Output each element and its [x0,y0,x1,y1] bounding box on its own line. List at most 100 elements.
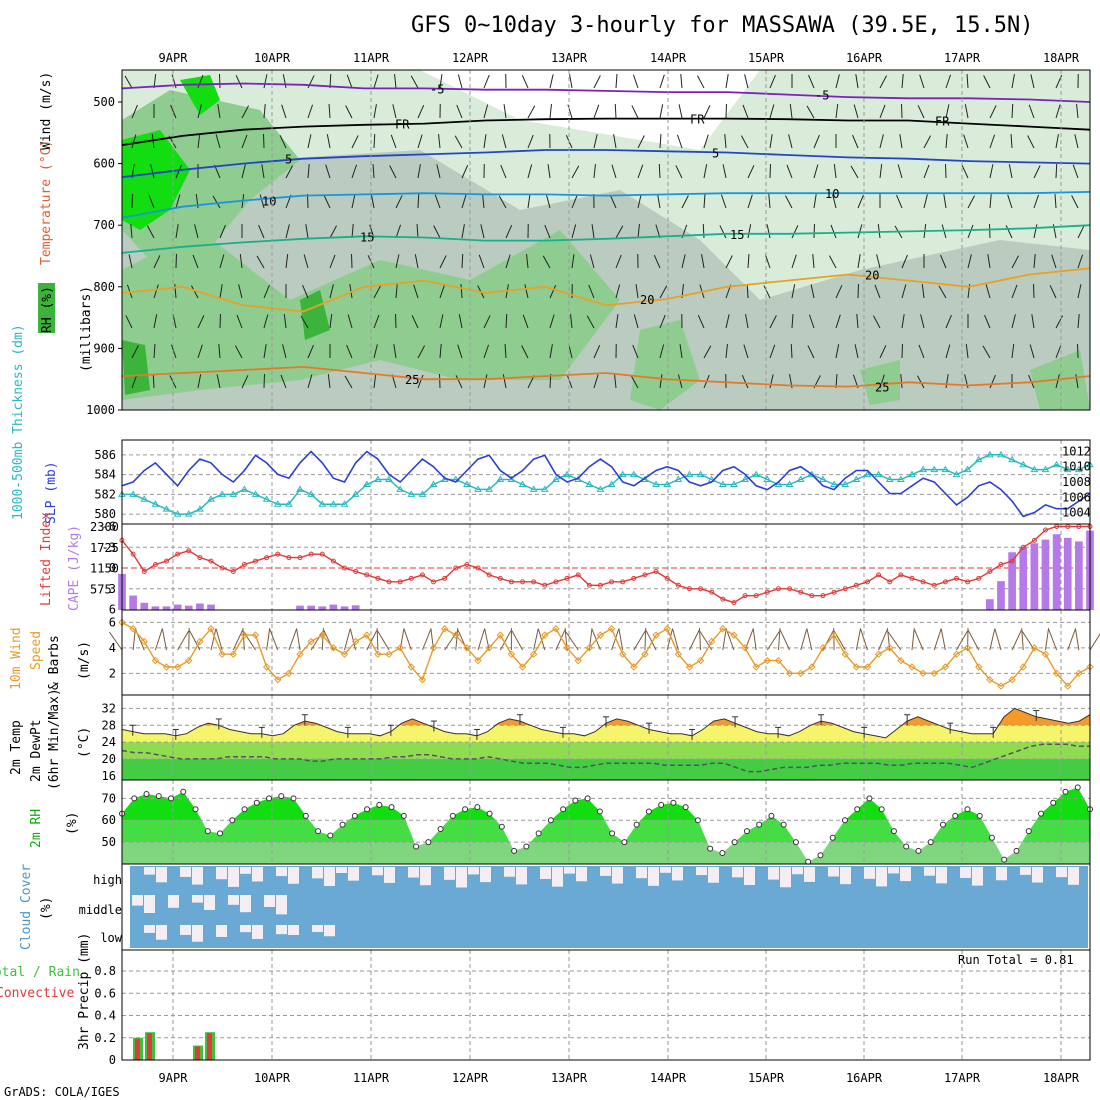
upper-wind-barb [611,164,617,179]
upper-wind-barb [857,254,861,269]
wind10m-point [151,656,160,665]
rh-point [229,817,236,824]
thickness-point [374,475,382,483]
cloud-gap [672,867,683,881]
rh-point [817,852,824,859]
li-point [987,568,993,574]
cloud-gap [324,867,335,887]
li-point [520,579,526,585]
upper-wind-barb [768,194,771,209]
temp2m-ytick: 24 [102,735,116,749]
rh-point [1037,810,1044,817]
upper-wind-barb [505,313,508,329]
upper-wind-barb [483,344,490,359]
upper-wind-barb [457,74,463,89]
wind10m-ytick: 6 [109,615,116,629]
upper-wind-barb [722,164,727,179]
cloud-gap [888,867,899,874]
wind10m-point [318,631,326,639]
upper-wind-barb [351,164,358,179]
thickness-point [385,475,393,483]
wind10m-barb [933,628,942,651]
upper-wind-barb [769,134,773,149]
li-point [653,568,659,574]
rh-point [976,812,983,819]
cape-bar [986,599,994,610]
thickness-point [552,475,560,483]
cape-bar [1063,537,1072,610]
li-point [297,555,303,561]
thickness-point [529,485,538,492]
upper-wind-barb [197,344,203,359]
upper-wind-barb [483,134,487,149]
wind10m-unit: (m/s) [77,641,92,680]
wind10m-point [841,650,849,658]
wind10m-point [440,625,449,633]
isotherm-label: 10 [825,187,839,201]
thickness-point [930,465,939,473]
wind10m-point [774,656,783,665]
upper-wind-barb [1049,285,1057,299]
li-point [152,562,158,568]
upper-wind-barb [630,375,639,389]
wind10m-point [663,625,671,633]
wind10m-point [452,631,460,639]
upper-wind-barb [1055,163,1058,179]
thickness-point [340,500,349,507]
wind10m-barb [766,631,780,651]
upper-wind-barb [900,374,903,389]
upper-wind-barb [527,105,536,119]
rh-legend-swatch [38,283,55,333]
thickness-point [585,480,594,487]
top-date-label: 11APR [353,51,390,65]
upper-wind-barb [637,164,644,179]
upper-wind-barb [549,314,555,329]
wind10m-point [1030,644,1039,652]
wind10m-point [552,625,560,633]
upper-wind-barb [285,254,289,269]
cloud-gap [156,867,167,883]
upper-wind-barb [323,195,331,209]
upper-wind-barb [1033,165,1041,179]
upper-wind-barb [746,283,749,299]
upper-wind-barb [197,134,201,149]
li-ytick: -6 [102,520,116,534]
wind10m-point [385,650,393,658]
wind10m-point [529,650,538,658]
wind10m-point [374,650,382,658]
upper-wind-barb [615,73,618,89]
rh-point [903,843,910,850]
upper-wind-barb [527,164,533,179]
upper-wind-barb [131,374,138,389]
rh-point [168,795,175,802]
thickness-point [362,480,371,487]
upper-wind-barb [300,315,309,329]
li-point [787,586,793,592]
upper-wind-barb [879,374,885,389]
upper-wind-barb [131,104,138,119]
cloud-gap [312,867,323,879]
wind10m-point [707,637,716,646]
cloud-gap [384,867,395,883]
upper-wind-barb [373,314,380,329]
li-point [431,579,437,585]
wind10m-point [752,663,760,671]
upper-wind-barb [478,254,485,269]
upper-wind-barb [347,314,353,329]
upper-wind-barb [438,134,441,149]
upper-wind-barb [835,104,839,119]
li-point [742,593,748,599]
wind10m-barb [565,631,579,651]
rh-point [351,812,358,819]
upper-wind-barb [676,134,683,149]
rh-point [609,830,616,837]
wind10m-barb [1074,628,1080,651]
cloud-gap [240,867,251,874]
wind10m-point [229,650,237,658]
wind10m-point [607,625,616,633]
thickness-point [908,470,916,478]
upper-wind-barb [263,74,268,89]
upper-wind-barb [703,345,712,359]
upper-wind-barb [1051,254,1057,269]
slp-line [121,450,1091,518]
